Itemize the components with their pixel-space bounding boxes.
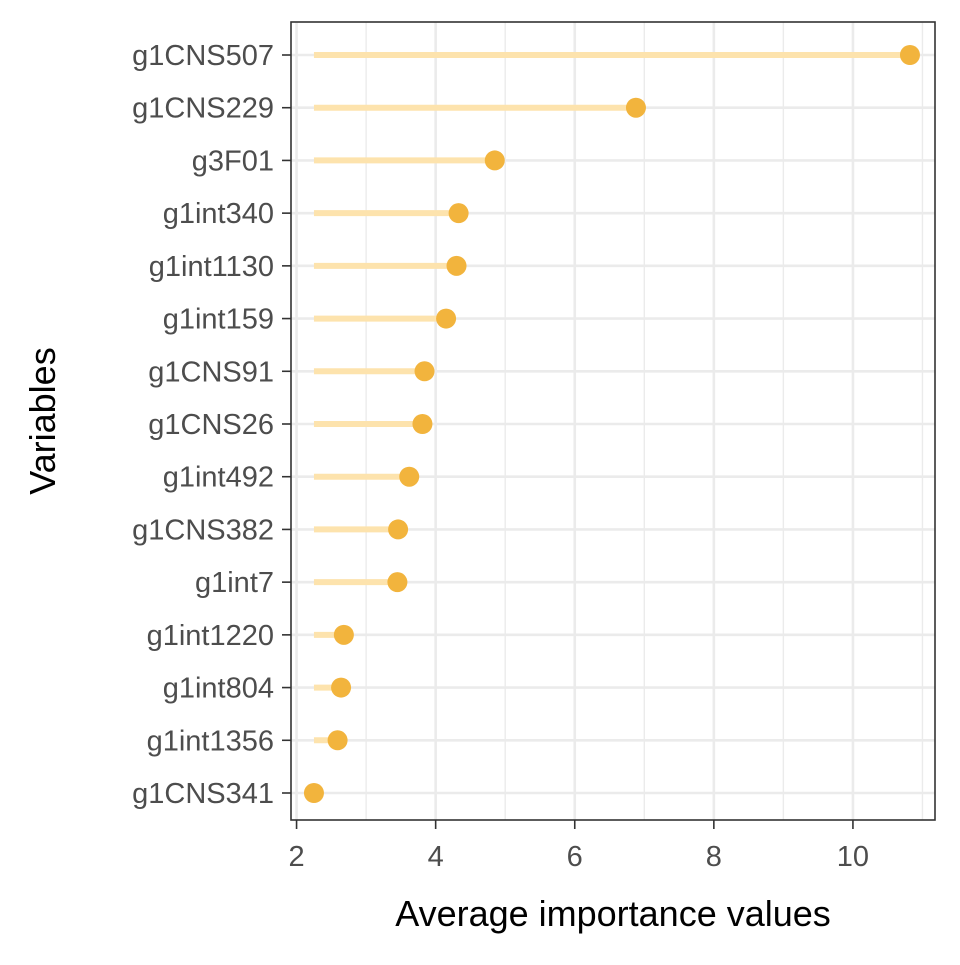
y-tick-label: g3F01 xyxy=(192,145,274,177)
point-g1int492 xyxy=(399,466,420,487)
y-tick-label: g1int159 xyxy=(163,304,274,336)
point-g1int804 xyxy=(331,677,352,698)
y-axis-ticks: g1CNS507 g1CNS229 g3F01 g1int340 g1int1130 g1… xyxy=(132,40,291,810)
point-g1int340 xyxy=(448,203,469,224)
point-g1CNS91 xyxy=(414,361,435,382)
y-tick-label: g1int1130 xyxy=(149,251,274,283)
point-g1int159 xyxy=(436,308,457,329)
point-g1CNS341 xyxy=(303,783,324,803)
x-tick-label: 10 xyxy=(837,841,869,873)
point-g1CNS26 xyxy=(412,414,433,434)
y-tick-label: g1int1356 xyxy=(147,725,274,757)
point-g1CNS382 xyxy=(388,519,409,540)
point-g3F01 xyxy=(484,150,505,171)
x-tick-label: 8 xyxy=(706,841,722,873)
point-g1int1130 xyxy=(446,255,467,276)
point-g1int1220 xyxy=(333,624,354,645)
y-tick-label: g1CNS341 xyxy=(132,778,274,810)
y-tick-label: g1CNS26 xyxy=(148,409,274,441)
x-tick-label: 2 xyxy=(288,841,304,873)
y-axis-title: Variables xyxy=(22,347,63,494)
y-tick-label: g1int7 xyxy=(195,567,274,599)
point-g1int1356 xyxy=(327,730,348,751)
lollipop-stems xyxy=(313,52,910,744)
y-tick-label: g1CNS507 xyxy=(132,40,274,72)
x-axis-title: Average importance values xyxy=(395,893,831,934)
x-tick-label: 6 xyxy=(567,841,583,873)
y-tick-label: g1CNS229 xyxy=(132,93,274,125)
y-tick-label: g1CNS382 xyxy=(132,514,274,546)
y-tick-label: g1int492 xyxy=(163,462,274,494)
y-tick-label: g1int340 xyxy=(163,198,274,230)
plot-frame xyxy=(290,21,936,821)
point-g1int7 xyxy=(387,572,408,593)
y-tick-label: g1CNS91 xyxy=(148,356,274,388)
point-g1CNS507 xyxy=(899,45,920,65)
lollipop-points xyxy=(303,45,920,803)
y-tick-label: g1int1220 xyxy=(147,620,274,652)
x-axis-ticks: 2 4 6 8 10 xyxy=(288,820,869,873)
point-g1CNS229 xyxy=(625,97,646,118)
x-tick-label: 4 xyxy=(428,841,444,873)
y-tick-label: g1int804 xyxy=(163,673,274,705)
